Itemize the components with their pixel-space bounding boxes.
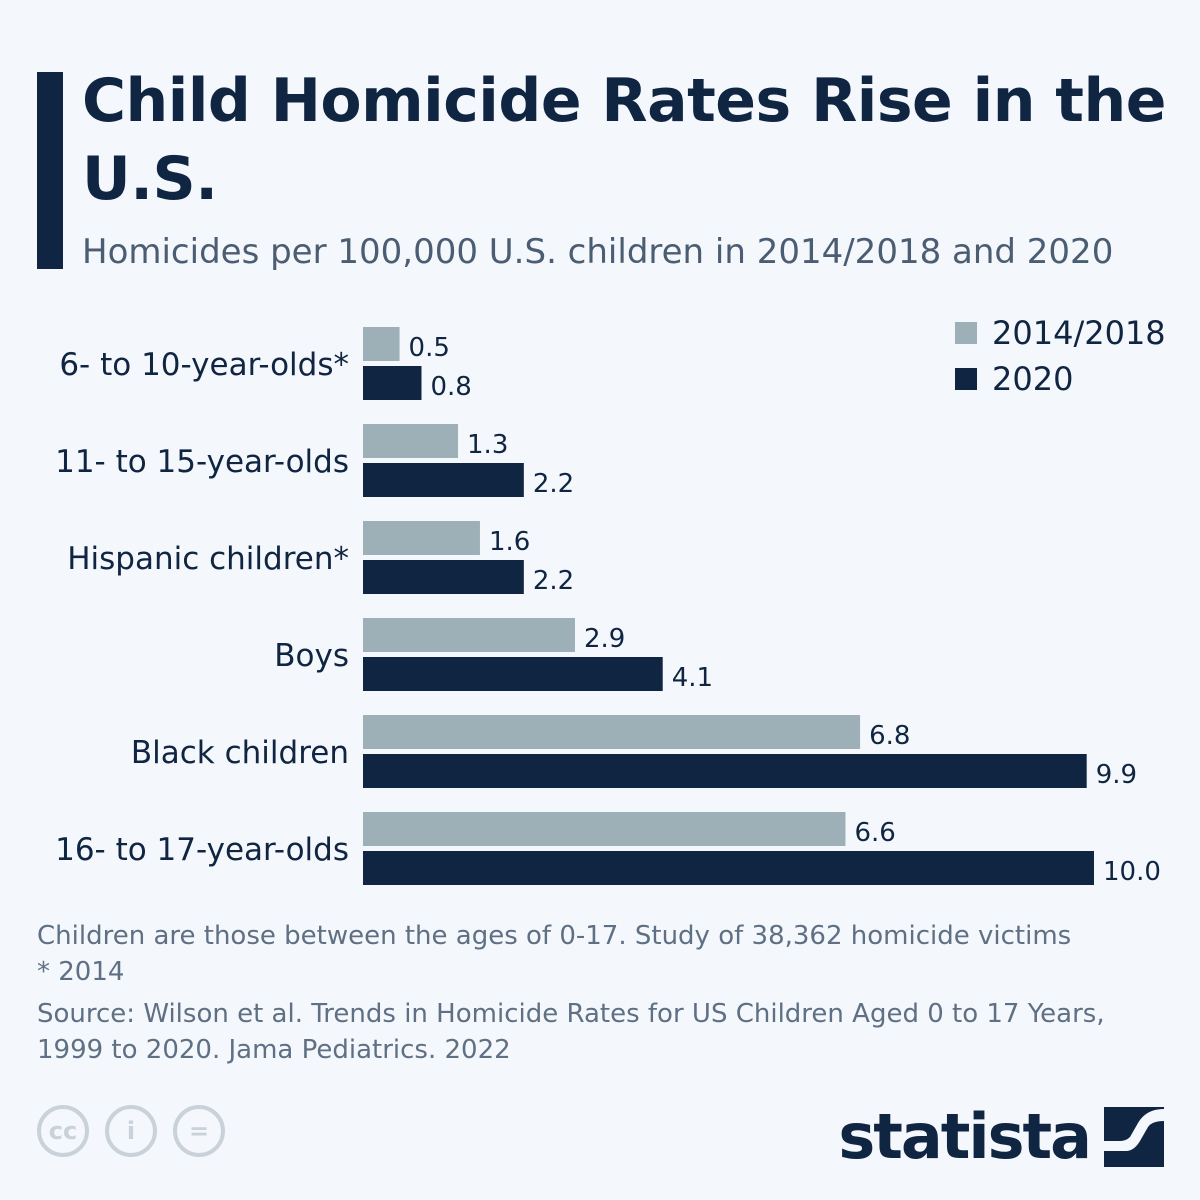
category-label: 11- to 15-year-olds (55, 444, 349, 480)
asterisk-note: * 2014 (37, 957, 125, 987)
data-label: 0.8 (430, 372, 471, 402)
subtitle: Homicides per 100,000 U.S. children in 2… (82, 232, 1114, 272)
page-title: Child Homicide Rates Rise in the U.S. (82, 66, 1166, 214)
bar (363, 754, 1087, 788)
no-derivatives-icon[interactable]: = (173, 1105, 225, 1157)
bar (363, 521, 480, 555)
cc-icon[interactable]: cc (37, 1105, 89, 1157)
category-label: 16- to 17-year-olds (55, 832, 349, 868)
legend-label: 2014/2018 (992, 314, 1166, 352)
data-label: 4.1 (672, 663, 713, 693)
data-label: 1.3 (467, 430, 508, 460)
legend-swatch (955, 322, 977, 344)
statista-logo[interactable]: statista (838, 1100, 1164, 1173)
category-label: Hispanic children* (67, 541, 349, 577)
legend-label: 2020 (992, 360, 1073, 398)
attribution-icon[interactable]: i (105, 1105, 157, 1157)
bar (363, 560, 524, 594)
data-label: 0.5 (409, 333, 450, 363)
data-label: 6.8 (869, 721, 910, 751)
data-label: 2.2 (533, 469, 574, 499)
statista-mark-icon (1104, 1106, 1164, 1167)
footnote: Children are those between the ages of 0… (37, 921, 1072, 951)
data-label: 10.0 (1103, 857, 1161, 887)
bar (363, 812, 846, 846)
brand-name: statista (838, 1100, 1092, 1173)
data-label: 9.9 (1096, 760, 1137, 790)
category-label: 6- to 10-year-olds* (59, 347, 349, 383)
data-label: 2.9 (584, 624, 625, 654)
category-label: Boys (274, 638, 349, 674)
data-label: 2.2 (533, 566, 574, 596)
category-label: Black children (131, 735, 349, 771)
data-label: 6.6 (854, 818, 895, 848)
title-accent-bar (37, 72, 63, 269)
license-icons: cc i = (37, 1105, 225, 1157)
data-label: 1.6 (489, 527, 530, 557)
bar (363, 424, 459, 458)
bar (363, 851, 1094, 885)
bar (363, 366, 422, 400)
bar (363, 715, 861, 749)
bar (363, 657, 663, 691)
bar-chart: 6- to 10-year-olds* 0.5 0.8 11- to 15-year-… (55, 314, 1166, 887)
source: Source: Wilson et al. Trends in Homicide… (37, 999, 1105, 1065)
bar (363, 463, 524, 497)
bar (363, 327, 400, 361)
legend-swatch (955, 368, 977, 390)
bar (363, 618, 575, 652)
